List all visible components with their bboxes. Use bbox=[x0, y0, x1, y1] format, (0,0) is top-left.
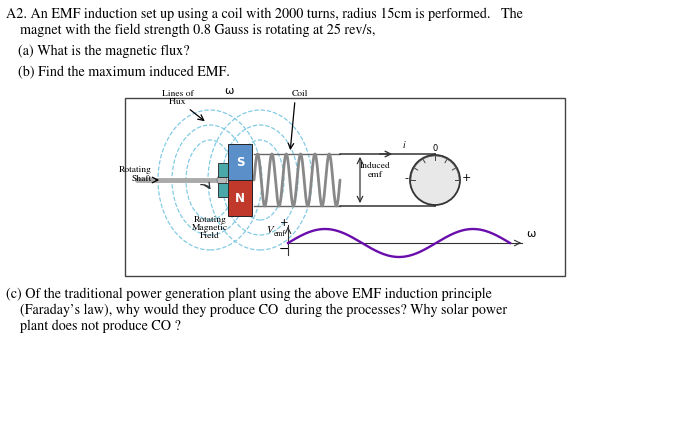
Text: plant does not produce CO₂?: plant does not produce CO₂? bbox=[6, 320, 181, 333]
Text: 0: 0 bbox=[432, 144, 438, 153]
Text: Coil: Coil bbox=[292, 90, 308, 98]
Text: ω: ω bbox=[526, 229, 535, 239]
Text: Induced: Induced bbox=[359, 162, 390, 170]
Bar bbox=[125, 98, 565, 276]
Bar bbox=[218, 163, 228, 177]
Text: +: + bbox=[280, 218, 288, 228]
Text: Lines of: Lines of bbox=[162, 90, 194, 98]
Text: i: i bbox=[403, 140, 406, 150]
Text: Magnetic: Magnetic bbox=[192, 224, 228, 232]
Text: (b) Find the maximum induced EMF.: (b) Find the maximum induced EMF. bbox=[18, 66, 230, 79]
Text: V: V bbox=[266, 225, 273, 235]
Bar bbox=[228, 144, 252, 180]
Bar bbox=[218, 183, 228, 197]
Text: (Faraday’s law), why would they produce CO₂ during the processes? Why solar powe: (Faraday’s law), why would they produce … bbox=[6, 304, 507, 318]
Text: Shaft: Shaft bbox=[132, 175, 152, 183]
Text: Rotating: Rotating bbox=[119, 166, 152, 174]
Text: emf: emf bbox=[368, 171, 383, 179]
Text: Rotating: Rotating bbox=[194, 216, 226, 224]
Text: −: − bbox=[279, 243, 289, 256]
Text: S: S bbox=[236, 155, 244, 169]
Text: Field: Field bbox=[200, 232, 220, 240]
Bar bbox=[228, 180, 252, 216]
Text: A2. An EMF induction set up using a coil with 2000 turns, radius 15cm is perform: A2. An EMF induction set up using a coil… bbox=[6, 8, 523, 21]
Circle shape bbox=[217, 175, 227, 185]
Text: ω: ω bbox=[224, 86, 234, 96]
Text: (a) What is the magnetic flux?: (a) What is the magnetic flux? bbox=[18, 45, 190, 58]
Text: +: + bbox=[462, 173, 471, 183]
Text: N: N bbox=[235, 191, 245, 205]
Text: -: - bbox=[404, 173, 408, 183]
Text: emf: emf bbox=[274, 230, 286, 238]
Text: Flux: Flux bbox=[169, 98, 187, 106]
Circle shape bbox=[410, 155, 460, 205]
Text: magnet with the field strength 0.8 Gauss is rotating at 25 rev/s,: magnet with the field strength 0.8 Gauss… bbox=[6, 24, 375, 37]
Text: (c) Of the traditional power generation plant using the above EMF induction prin: (c) Of the traditional power generation … bbox=[6, 288, 492, 301]
